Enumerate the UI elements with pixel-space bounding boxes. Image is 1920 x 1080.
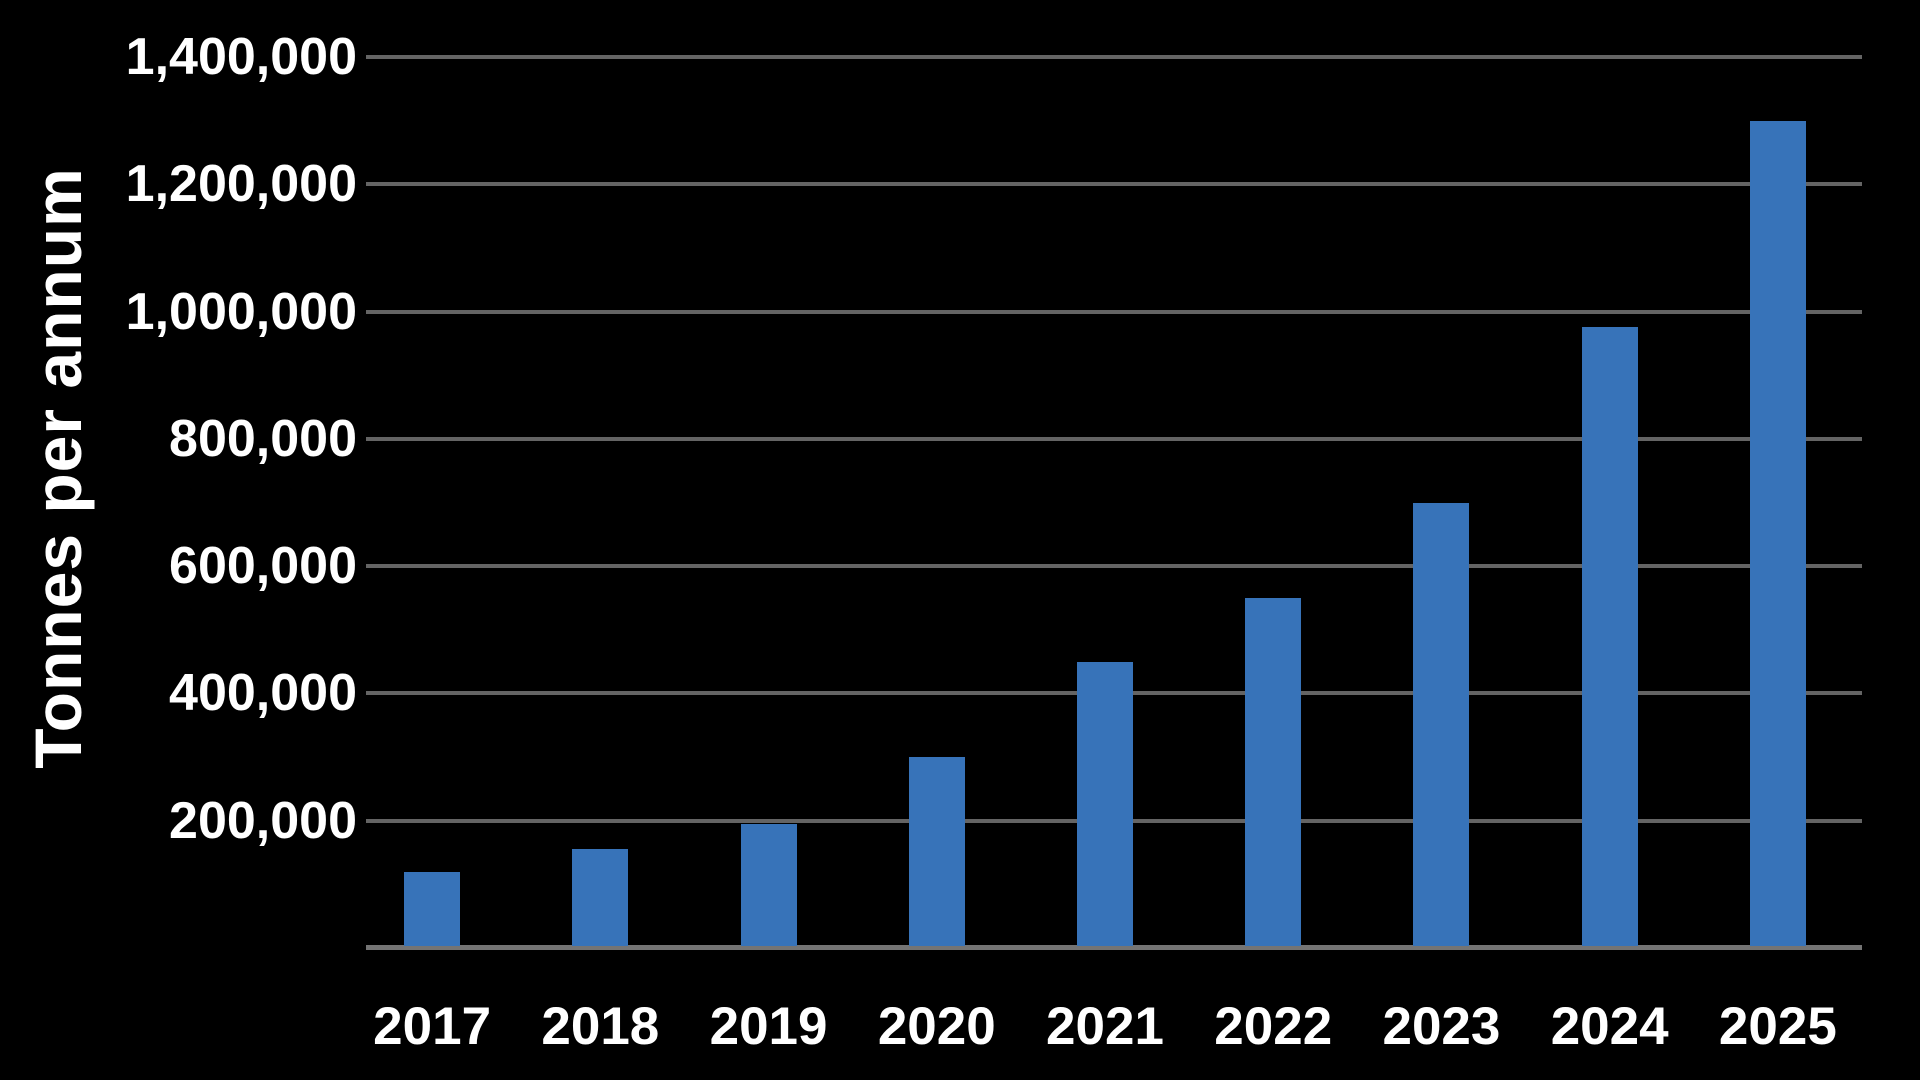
- x-tick-label: 2024: [1550, 997, 1669, 1056]
- bar-2017: [404, 871, 461, 946]
- x-tick-label: 2017: [373, 997, 492, 1056]
- y-tick-label: 1,400,000: [125, 28, 357, 86]
- bar-2022: [1245, 597, 1302, 946]
- x-tick-label: 2023: [1382, 997, 1501, 1056]
- y-tick-label: 1,200,000: [125, 155, 357, 214]
- y-tick-label: 1,000,000: [125, 282, 357, 341]
- x-tick-label: 2019: [709, 997, 828, 1056]
- bar-2019: [740, 823, 797, 946]
- gridline: [366, 55, 1862, 59]
- x-tick-label: 2025: [1718, 997, 1837, 1056]
- y-tick-label: 800,000: [169, 409, 357, 468]
- gridline: [366, 182, 1862, 187]
- bar-2024: [1581, 327, 1638, 946]
- x-tick-label: 2020: [877, 997, 996, 1056]
- x-tick-label: 2018: [541, 997, 660, 1056]
- y-tick-label: 600,000: [169, 537, 357, 596]
- x-tick-label: 2021: [1046, 997, 1164, 1056]
- gridline: [366, 436, 1862, 441]
- y-tick-label: 400,000: [169, 664, 357, 723]
- y-tick-label: 200,000: [169, 791, 357, 850]
- bar-2018: [572, 849, 629, 946]
- x-axis-line: [366, 945, 1862, 950]
- gridline: [366, 309, 1862, 314]
- bar-2021: [1077, 661, 1133, 946]
- x-tick-label: 2022: [1214, 997, 1333, 1056]
- bar-2023: [1413, 502, 1470, 946]
- gridline: [366, 564, 1862, 569]
- bar-2020: [908, 757, 965, 946]
- bar-2025: [1749, 120, 1806, 946]
